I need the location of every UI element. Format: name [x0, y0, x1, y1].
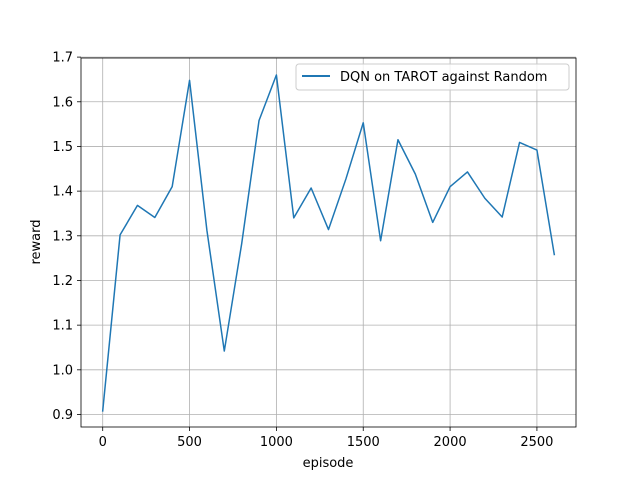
x-axis-ticks: 0 500 1000 1500 2000 2500	[99, 427, 553, 450]
y-tick-label: 1.0	[52, 363, 73, 378]
grid	[81, 56, 576, 427]
y-tick-label: 1.6	[52, 95, 73, 110]
x-axis-label: episode	[303, 456, 354, 471]
y-tick-label: 1.7	[52, 51, 73, 66]
x-tick-label: 2000	[434, 435, 467, 450]
y-axis-ticks: 0.9 1.0 1.1 1.2 1.3 1.4 1.5 1.6 1.7	[52, 51, 81, 423]
x-tick-label: 1000	[260, 435, 293, 450]
y-tick-label: 0.9	[52, 408, 73, 423]
axes	[80, 57, 577, 428]
plot-frame	[80, 57, 577, 428]
y-tick-label: 1.5	[52, 140, 73, 155]
x-tick-label: 1500	[347, 435, 380, 450]
x-tick-label: 0	[99, 435, 107, 450]
legend: DQN on TAROT against Random	[295, 63, 570, 91]
y-tick-label: 1.4	[52, 185, 73, 200]
series-layer	[101, 74, 556, 412]
legend-label: DQN on TAROT against Random	[340, 70, 547, 85]
y-tick-label: 1.2	[52, 274, 73, 289]
x-tick-label: 2500	[520, 435, 553, 450]
legend-box	[295, 63, 570, 91]
y-axis-label: reward	[29, 219, 44, 264]
x-tick-label: 500	[177, 435, 202, 450]
y-tick-label: 1.3	[52, 229, 73, 244]
y-tick-label: 1.1	[52, 319, 73, 334]
